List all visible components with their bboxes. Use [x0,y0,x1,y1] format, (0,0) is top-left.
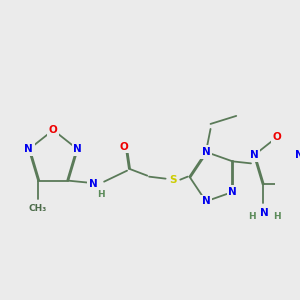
Text: O: O [272,132,281,142]
Text: O: O [49,125,58,135]
Text: N: N [295,150,300,160]
Text: O: O [120,142,129,152]
Text: S: S [169,175,177,185]
Text: H: H [248,212,256,221]
Text: H: H [98,190,105,199]
Text: N: N [250,150,258,160]
Text: N: N [89,179,98,189]
Text: N: N [202,196,210,206]
Text: H: H [274,212,281,221]
Text: N: N [24,144,33,154]
Text: CH₃: CH₃ [29,204,47,213]
Text: N: N [228,187,237,197]
Text: N: N [73,144,82,154]
Text: N: N [260,208,269,218]
Text: N: N [202,147,210,157]
